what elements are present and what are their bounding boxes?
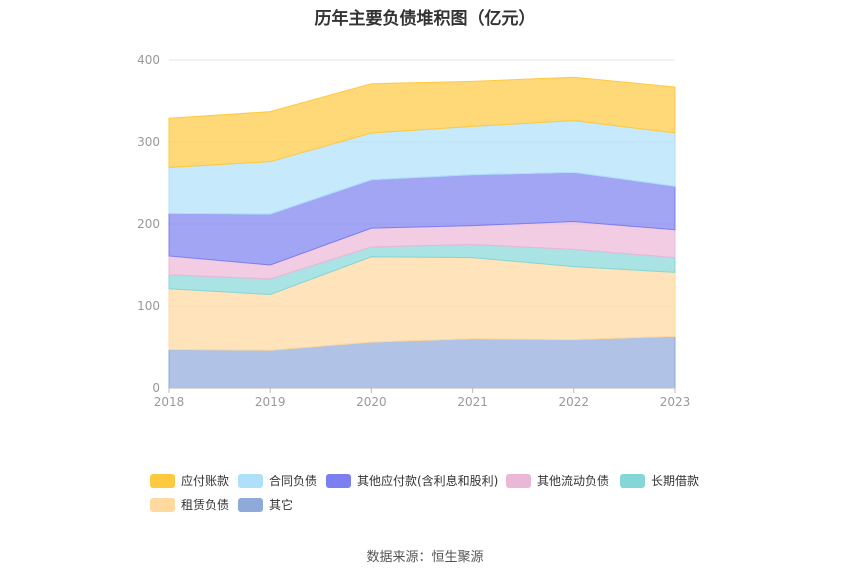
legend-swatch	[326, 473, 351, 488]
data-source: 数据来源：恒生聚源	[366, 550, 484, 565]
chart-title: 历年主要负债堆积图（亿元）	[314, 9, 536, 29]
x-tick-label: 2020	[356, 395, 387, 409]
legend-swatch	[620, 473, 645, 488]
y-tick-label: 0	[152, 381, 160, 395]
area-chart: 0 100 200 300 400 2018 2019 2020 2021 2022 2023	[137, 53, 691, 409]
legend-swatch	[238, 473, 263, 488]
x-tick-label: 2018	[154, 395, 185, 409]
series-area	[168, 76, 676, 168]
y-tick-label: 200	[137, 217, 160, 231]
legend-label: 应付账款	[181, 474, 230, 488]
legend-label: 其他流动负债	[537, 474, 610, 488]
x-tick-label: 2023	[660, 395, 691, 409]
legend-label: 长期借款	[651, 474, 700, 488]
x-tick-label: 2021	[457, 395, 488, 409]
y-tick-label: 400	[137, 53, 160, 67]
legend-item[interactable]: 租赁负债	[150, 496, 229, 513]
legend-item[interactable]: 其他应付款(含利息和股利)	[326, 472, 498, 489]
legend-swatch	[506, 473, 531, 488]
legend-item[interactable]: 其它	[238, 496, 293, 513]
legend-item[interactable]: 长期借款	[620, 472, 699, 489]
legend-label: 其他应付款(含利息和股利)	[357, 474, 499, 488]
legend-swatch	[150, 497, 175, 512]
legend-item[interactable]: 其他流动负债	[506, 472, 609, 489]
x-tick-label: 2022	[559, 395, 590, 409]
legend-label: 合同负债	[269, 474, 318, 488]
x-tick-label: 2019	[255, 395, 286, 409]
legend-item[interactable]: 合同负债	[238, 472, 317, 489]
legend-swatch	[150, 473, 175, 488]
y-tick-label: 100	[137, 299, 160, 313]
legend-swatch	[238, 497, 263, 512]
legend-label: 其它	[269, 498, 294, 512]
y-tick-label: 300	[137, 135, 160, 149]
legend-label: 租赁负债	[181, 498, 230, 512]
legend-item[interactable]: 应付账款	[150, 472, 229, 489]
